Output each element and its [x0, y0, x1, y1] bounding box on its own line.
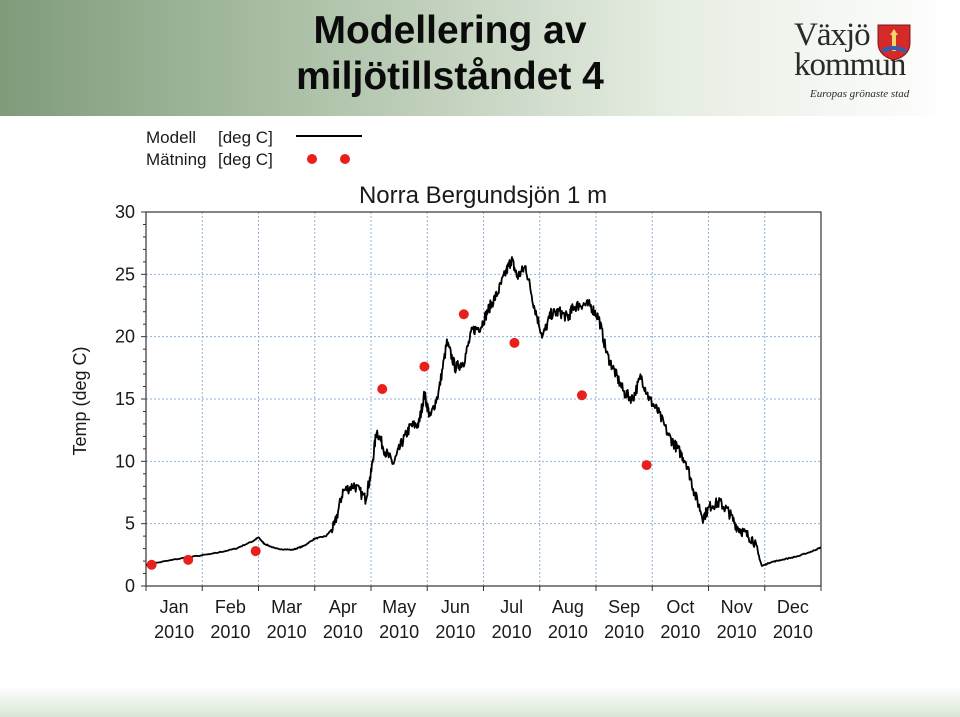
measurement-point — [377, 384, 388, 395]
x-tick-label-year: 2010 — [548, 622, 588, 642]
chart-legend: Modell [deg C] Mätning [deg C] — [146, 128, 362, 169]
chart-title: Norra Bergundsjön 1 m — [359, 182, 607, 209]
x-tick-label-month: May — [382, 597, 416, 617]
x-tick-label-year: 2010 — [267, 622, 307, 642]
x-tick-label-month: Jul — [500, 597, 523, 617]
x-tick-label-year: 2010 — [210, 622, 250, 642]
x-tick-label-month: Oct — [666, 597, 694, 617]
x-tick-label-month: Nov — [721, 597, 753, 617]
y-tick-label: 5 — [125, 514, 135, 534]
measurement-point — [641, 460, 652, 471]
logo-wordmark: Växjö kommun — [794, 17, 906, 82]
vaxjo-logo: Växjö kommun Europas grönaste stad — [794, 17, 944, 110]
slide-title-line2: miljötillståndet 4 — [296, 55, 604, 98]
legend-measurement-label: Mätning — [146, 150, 206, 169]
x-tick-label-month: Jan — [160, 597, 189, 617]
x-tick-label-year: 2010 — [154, 622, 194, 642]
x-tick-label-month: Feb — [215, 597, 246, 617]
x-tick-label-year: 2010 — [773, 622, 813, 642]
slide-title: Modellering av miljötillståndet 4 — [250, 8, 650, 100]
x-tick-label-month: Aug — [552, 597, 584, 617]
x-tick-label-year: 2010 — [379, 622, 419, 642]
x-tick-label-year: 2010 — [323, 622, 363, 642]
legend-measurement-marker — [307, 154, 317, 164]
x-tick-label-year: 2010 — [717, 622, 757, 642]
grid — [146, 212, 821, 586]
measurement-point — [509, 337, 520, 348]
measurement-point — [576, 390, 587, 401]
legend-measurement-marker — [340, 154, 350, 164]
x-tick-label-year: 2010 — [604, 622, 644, 642]
logo-tagline: Europas grönaste stad — [810, 88, 910, 100]
y-tick-label: 10 — [115, 451, 135, 471]
measurement-point — [458, 309, 469, 320]
measurement-markers — [146, 309, 652, 570]
footer-band — [0, 686, 960, 717]
measurement-point — [146, 559, 157, 570]
x-tick-label-year: 2010 — [660, 622, 700, 642]
legend-measurement-unit: [deg C] — [218, 150, 273, 169]
x-tick-label-month: Mar — [271, 597, 302, 617]
x-tick-label-year: 2010 — [492, 622, 532, 642]
y-axis-label: Temp (deg C) — [70, 346, 90, 455]
y-tick-label: 0 — [125, 576, 135, 596]
legend-model-unit: [deg C] — [218, 128, 273, 147]
header-band — [0, 0, 960, 116]
x-tick-label-month: Apr — [329, 597, 357, 617]
model-series-line — [145, 256, 822, 567]
x-axis-ticks: Jan 2010 Feb 2010 Mar 2010 Apr 2010 May 2010 Jun 20… — [145, 586, 822, 642]
y-tick-label: 15 — [115, 389, 135, 409]
coat-of-arms-icon — [877, 24, 911, 61]
slide-title-line1: Modellering av — [313, 9, 587, 52]
y-tick-label: 20 — [115, 327, 135, 347]
measurement-point — [183, 554, 194, 565]
x-tick-label-year: 2010 — [435, 622, 475, 642]
logo-name-line1: Växjö — [794, 17, 871, 53]
y-tick-label: 25 — [115, 264, 135, 284]
x-tick-label-month: Sep — [608, 597, 640, 617]
x-tick-label-month: Jun — [441, 597, 470, 617]
y-axis-ticks: 0 5 10 15 20 25 30 — [115, 202, 146, 596]
y-tick-label: 30 — [115, 202, 135, 222]
measurement-point — [419, 361, 430, 372]
x-tick-label-month: Dec — [777, 597, 809, 617]
measurement-point — [250, 546, 261, 557]
temperature-chart: Modell [deg C] Mätning [deg C] Norra Ber… — [70, 128, 822, 642]
legend-model-label: Modell — [146, 128, 196, 147]
